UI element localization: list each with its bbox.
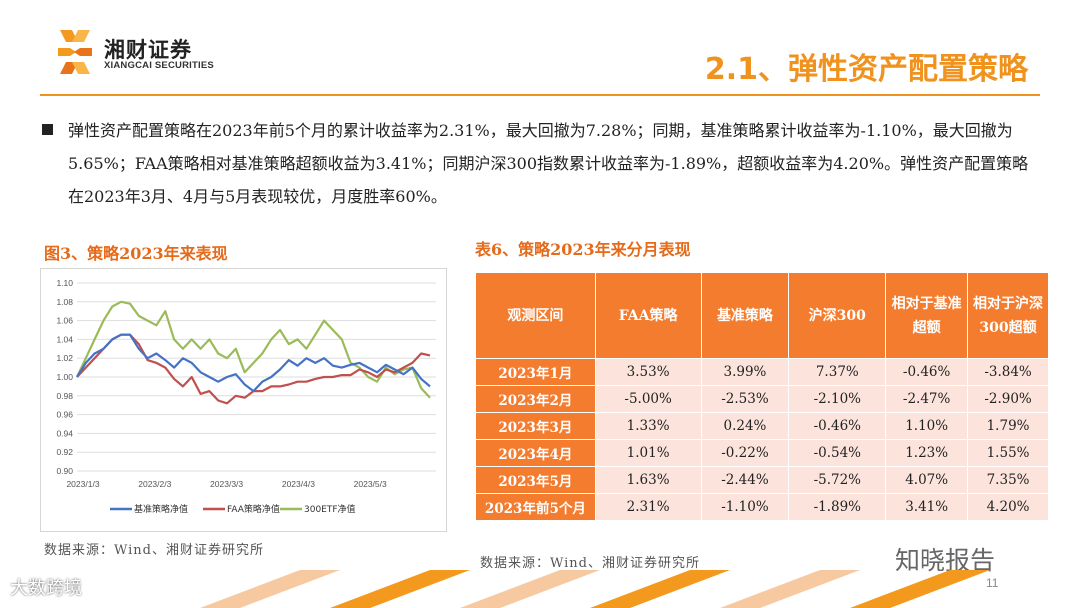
- bullet-square-icon: [42, 124, 53, 135]
- table-row: 2023年5月 1.63% -2.44% -5.72% 4.07% 7.35%: [475, 466, 1049, 494]
- table-row: 2023年4月 1.01% -0.22% -0.54% 1.23% 1.55%: [475, 439, 1049, 467]
- row-value-cell: -0.46%: [788, 412, 887, 440]
- y-tick-label: 0.94: [56, 428, 73, 438]
- header-hs300: 沪深300: [788, 272, 887, 359]
- row-value-cell: -1.89%: [788, 493, 887, 521]
- row-value-cell: -5.72%: [788, 466, 887, 494]
- x-tick-label: 2023/4/3: [282, 479, 315, 489]
- row-value-cell: -5.00%: [594, 385, 702, 413]
- row-value-cell: -3.84%: [967, 358, 1049, 386]
- row-value-cell: 1.33%: [594, 412, 702, 440]
- brand-name-en: XIANGCAI SECURITIES: [104, 60, 214, 71]
- row-value-cell: -0.46%: [885, 358, 969, 386]
- legend-entry: FAA策略净值: [227, 503, 280, 515]
- row-value-cell: 1.23%: [885, 439, 969, 467]
- y-tick-label: 1.04: [56, 334, 73, 344]
- y-tick-label: 1.00: [56, 372, 73, 382]
- row-value-cell: 3.99%: [700, 358, 790, 386]
- x-tick-label: 2023/2/3: [138, 479, 171, 489]
- row-value-cell: 2.31%: [594, 493, 702, 521]
- line-chart: 1.10 1.08 1.06 1.04 1.02 1.00 0.98 0.96 0.94 0.92…: [56, 278, 436, 515]
- chart-frame: 1.10 1.08 1.06 1.04 1.02 1.00 0.98 0.96 0.94 0.92…: [40, 268, 447, 532]
- header-faa: FAA策略: [594, 272, 702, 359]
- row-value-cell: 4.20%: [967, 493, 1049, 521]
- row-value-cell: 7.37%: [788, 358, 887, 386]
- row-value-cell: 0.24%: [700, 412, 790, 440]
- watermark-bottom-left: 大数跨境: [10, 578, 82, 599]
- legend-entry: 300ETF净值: [304, 503, 356, 515]
- row-value-cell: 3.41%: [885, 493, 969, 521]
- table-row: 2023年前5个月 2.31% -1.10% -1.89% 3.41% 4.20%: [475, 493, 1049, 521]
- row-value-cell: 1.55%: [967, 439, 1049, 467]
- row-value-cell: -2.47%: [885, 385, 969, 413]
- legend-entry: 基准策略净值: [134, 503, 188, 515]
- y-tick-label: 1.06: [56, 316, 73, 326]
- row-value-cell: -2.44%: [700, 466, 790, 494]
- header-benchmark: 基准策略: [700, 272, 790, 359]
- row-value-cell: -1.10%: [700, 493, 790, 521]
- header-period: 观测区间: [475, 272, 596, 359]
- row-period-cell: 2023年4月: [475, 439, 596, 467]
- row-value-cell: -0.54%: [788, 439, 887, 467]
- row-period-cell: 2023年5月: [475, 466, 596, 494]
- table-row: 2023年3月 1.33% 0.24% -0.46% 1.10% 1.79%: [475, 412, 1049, 440]
- row-value-cell: -2.10%: [788, 385, 887, 413]
- series-line: [76, 333, 431, 405]
- summary-paragraph: 弹性资产配置策略在2023年前5个月的累计收益率为2.31%，最大回撤为7.28…: [68, 121, 1029, 206]
- y-tick-label: 1.10: [56, 278, 73, 288]
- table-body: 2023年1月 3.53% 3.99% 7.37% -0.46% -3.84% 2023年2…: [475, 358, 1049, 521]
- row-value-cell: -0.22%: [700, 439, 790, 467]
- page-title: 2.1、弹性资产配置策略: [704, 52, 1028, 87]
- row-value-cell: 1.01%: [594, 439, 702, 467]
- y-tick-label: 0.92: [56, 447, 73, 457]
- x-tick-label: 2023/3/3: [210, 479, 243, 489]
- row-period-cell: 2023年2月: [475, 385, 596, 413]
- monthly-performance-table: 观测区间 FAA策略 基准策略 沪深300 相对于基准超额 相对于沪深300超额…: [475, 272, 1049, 521]
- y-tick-label: 0.98: [56, 391, 73, 401]
- row-period-cell: 2023年1月: [475, 358, 596, 386]
- brand-name-cn: 湘财证券: [104, 38, 192, 62]
- row-value-cell: -2.53%: [700, 385, 790, 413]
- row-value-cell: 7.35%: [967, 466, 1049, 494]
- row-value-cell: 3.53%: [594, 358, 702, 386]
- y-tick-label: 1.08: [56, 297, 73, 307]
- series-line: [76, 300, 431, 399]
- row-value-cell: 1.79%: [967, 412, 1049, 440]
- figure-source: 数据来源：Wind、湘财证券研究所: [44, 543, 264, 558]
- xiangcai-logo-icon: [58, 30, 92, 74]
- header-excess-vs-hs300: 相对于沪深300超额: [967, 272, 1049, 359]
- series-line: [76, 333, 431, 393]
- table-source: 数据来源：Wind、湘财证券研究所: [480, 556, 700, 571]
- row-period-cell: 2023年前5个月: [475, 493, 596, 521]
- header-excess-vs-benchmark: 相对于基准超额: [885, 272, 969, 359]
- bottom-decoration: [200, 570, 990, 608]
- page-number: 11: [986, 576, 999, 590]
- y-tick-label: 0.96: [56, 410, 73, 420]
- row-value-cell: 1.10%: [885, 412, 969, 440]
- table-header-row: 观测区间 FAA策略 基准策略 沪深300 相对于基准超额 相对于沪深300超额: [475, 272, 1049, 359]
- row-value-cell: -2.90%: [967, 385, 1049, 413]
- table-row: 2023年2月 -5.00% -2.53% -2.10% -2.47% -2.90%: [475, 385, 1049, 413]
- figure-title: 图3、策略2023年来表现: [44, 244, 228, 263]
- x-tick-label: 2023/5/3: [354, 479, 387, 489]
- x-tick-label: 2023/1/3: [66, 479, 99, 489]
- row-period-cell: 2023年3月: [475, 412, 596, 440]
- y-tick-label: 0.90: [56, 466, 73, 476]
- y-tick-label: 1.02: [56, 353, 73, 363]
- row-value-cell: 1.63%: [594, 466, 702, 494]
- row-value-cell: 4.07%: [885, 466, 969, 494]
- title-divider: [40, 94, 1040, 96]
- table-title: 表6、策略2023年来分月表现: [475, 240, 691, 259]
- table-row: 2023年1月 3.53% 3.99% 7.37% -0.46% -3.84%: [475, 358, 1049, 386]
